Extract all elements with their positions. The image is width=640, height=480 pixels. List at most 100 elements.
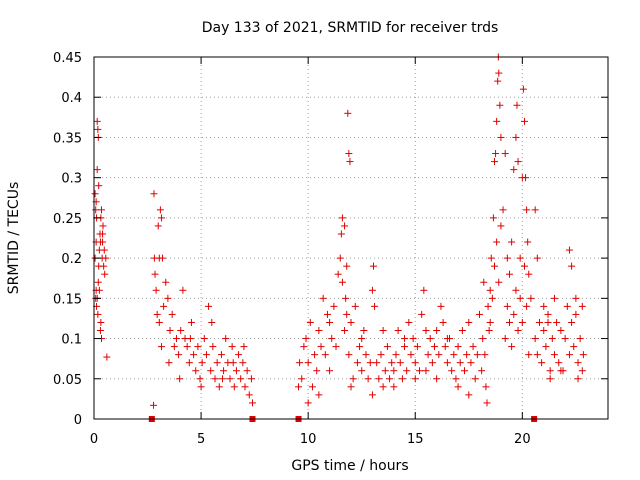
data-point: [295, 383, 303, 391]
data-point: [535, 318, 543, 326]
data-point: [579, 351, 587, 359]
data-point: [321, 351, 329, 359]
data-point: [379, 383, 387, 391]
data-point: [95, 182, 103, 190]
data-point: [304, 399, 312, 407]
plot-frame: [93, 56, 609, 420]
data-point: [540, 302, 548, 310]
data-point: [542, 343, 550, 351]
data-point: [211, 375, 219, 383]
data-point: [433, 375, 441, 383]
data-point: [328, 335, 336, 343]
data-point: [154, 222, 162, 230]
data-point: [364, 375, 372, 383]
data-point: [568, 318, 576, 326]
data-point: [192, 367, 200, 375]
data-point: [523, 302, 531, 310]
data-point: [323, 310, 331, 318]
data-point: [175, 351, 183, 359]
data-point: [345, 150, 353, 158]
x-axis-label: GPS time / hours: [291, 458, 408, 474]
data-point: [503, 254, 511, 262]
y-axis-label: SRMTID / TECUs: [6, 182, 22, 295]
data-point: [341, 222, 349, 230]
data-point: [561, 335, 569, 343]
data-point: [101, 270, 109, 278]
data-point: [99, 238, 107, 246]
data-point: [514, 158, 522, 166]
data-point: [486, 286, 494, 294]
data-point: [165, 359, 173, 367]
data-point: [407, 351, 415, 359]
y-tick-label: 0.05: [53, 373, 82, 388]
data-point: [166, 327, 174, 335]
data-point: [501, 335, 509, 343]
data-point: [510, 166, 518, 174]
data-point: [487, 254, 495, 262]
data-point: [176, 375, 184, 383]
data-point: [578, 367, 586, 375]
data-point: [368, 286, 376, 294]
data-point: [157, 214, 165, 222]
data-point: [304, 359, 312, 367]
data-point: [540, 327, 548, 335]
data-point: [422, 327, 430, 335]
data-point: [200, 335, 208, 343]
data-point: [546, 367, 554, 375]
data-point: [531, 206, 539, 214]
data-point: [514, 327, 522, 335]
data-point: [388, 359, 396, 367]
data-point: [471, 375, 479, 383]
data-point: [495, 278, 503, 286]
data-point: [344, 109, 352, 117]
data-point: [306, 318, 314, 326]
data-point: [235, 351, 243, 359]
data-point: [489, 214, 497, 222]
data-point: [546, 375, 554, 383]
data-point: [381, 367, 389, 375]
data-point: [371, 302, 379, 310]
data-point: [520, 117, 528, 125]
data-point: [503, 302, 511, 310]
data-point: [94, 125, 102, 133]
data-point: [473, 351, 481, 359]
data-point: [160, 302, 168, 310]
data-point: [317, 343, 325, 351]
data-point: [501, 150, 509, 158]
data-point: [435, 351, 443, 359]
data-point: [347, 383, 355, 391]
data-point: [164, 294, 172, 302]
data-point: [516, 254, 524, 262]
data-point: [420, 286, 428, 294]
data-point: [198, 359, 206, 367]
y-tick-label: 0.4: [61, 91, 82, 106]
data-point: [488, 294, 496, 302]
y-tick-label: 0.2: [61, 252, 82, 267]
data-point: [197, 383, 205, 391]
data-point: [405, 318, 413, 326]
data-point: [512, 133, 520, 141]
data-point: [416, 367, 424, 375]
data-point: [366, 359, 374, 367]
data-point: [300, 343, 308, 351]
data-point: [232, 367, 240, 375]
data-point: [516, 294, 524, 302]
data-point: [315, 391, 323, 399]
data-point: [525, 270, 533, 278]
data-point: [97, 206, 105, 214]
data-point: [456, 359, 464, 367]
data-point: [94, 310, 102, 318]
data-point: [99, 230, 107, 238]
data-point: [480, 278, 488, 286]
data-point: [159, 254, 167, 262]
y-tick-label: 0.35: [53, 131, 82, 146]
data-point: [557, 327, 565, 335]
data-point: [390, 367, 398, 375]
data-point: [492, 150, 500, 158]
data-point: [522, 174, 530, 182]
data-point: [396, 359, 404, 367]
y-tick-labels: 0 0.05 0.1 0.15 0.2 0.25 0.3 0.35 0.4 0.45: [53, 51, 82, 428]
data-point: [570, 343, 578, 351]
data-point: [156, 206, 164, 214]
